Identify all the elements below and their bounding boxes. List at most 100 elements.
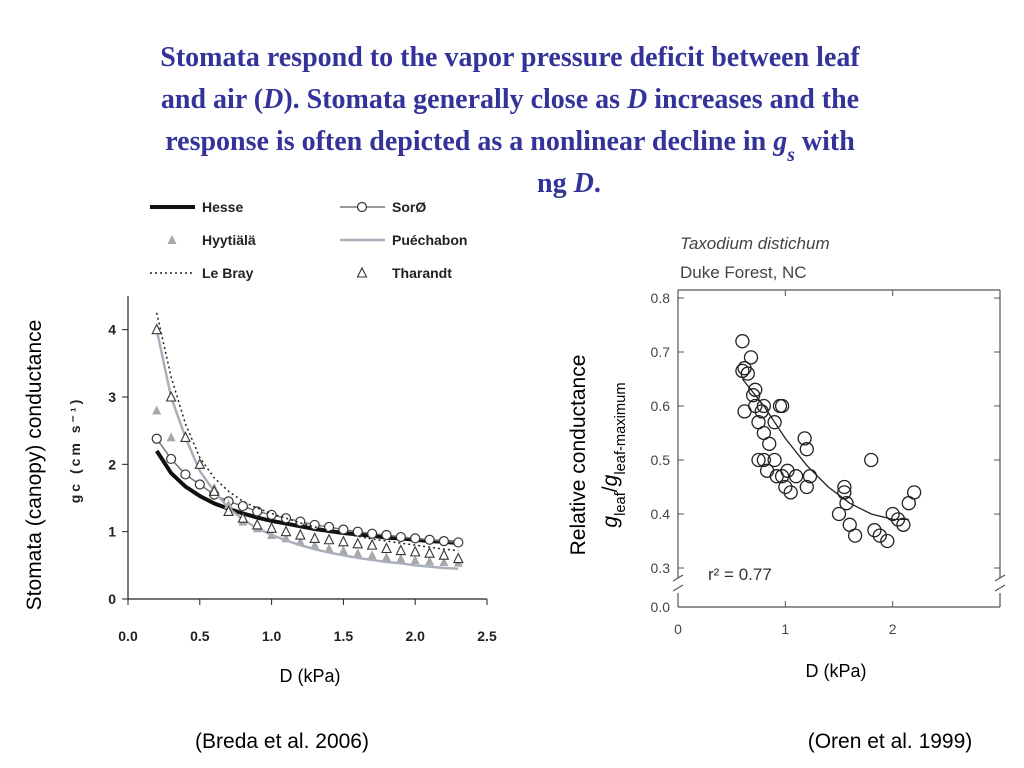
text-run: D: [573, 168, 594, 199]
y-tick-label: 4: [108, 322, 116, 338]
right-y-label: Relative conductance: [567, 355, 590, 556]
legend-marker: [356, 201, 368, 213]
point: [165, 390, 177, 402]
point: [756, 398, 772, 414]
text-run: response is often depicted as a nonlinea…: [165, 126, 773, 157]
point: [767, 452, 782, 468]
x-tick-label: 0.5: [190, 628, 210, 644]
point: [324, 543, 334, 553]
point: [352, 526, 363, 537]
point: [151, 433, 162, 444]
text-run: .: [594, 168, 601, 199]
text-run: leaf-maximum: [613, 382, 629, 474]
fit-line: [741, 378, 909, 521]
axis-break: [994, 584, 1006, 592]
point: [424, 534, 435, 545]
point: [208, 485, 220, 496]
point: [237, 511, 249, 523]
legend-label: Puéchabon: [392, 232, 467, 248]
point: [410, 554, 420, 564]
point: [367, 528, 378, 539]
point: [395, 544, 407, 556]
point: [438, 549, 450, 560]
text-run: ng: [537, 168, 574, 199]
point: [410, 533, 421, 544]
point: [743, 350, 759, 365]
text-run: s: [786, 145, 795, 166]
series-line: [155, 449, 459, 546]
text-run: with: [795, 126, 855, 157]
point: [180, 469, 191, 480]
point: [774, 398, 790, 414]
axis-break: [994, 574, 1006, 582]
legend-label: SorØ: [392, 199, 426, 215]
left-citation: (Breda et al. 2006): [195, 730, 369, 753]
x-tick-label: 1.0: [262, 628, 282, 644]
point: [762, 436, 777, 451]
title-line: Stomata respond to the vapor pressure de…: [160, 42, 860, 73]
legend-marker: [167, 235, 177, 244]
text-run: g: [599, 516, 622, 528]
point: [439, 556, 449, 566]
legend-label: Hesse: [202, 199, 243, 215]
point: [424, 546, 435, 558]
point: [381, 552, 391, 562]
x-tick-label: 2.5: [477, 628, 497, 644]
point: [280, 513, 292, 524]
y-tick-label: 0: [108, 591, 116, 607]
point: [751, 452, 766, 468]
chart-title: Taxodium distichum: [680, 234, 830, 253]
point: [266, 522, 277, 533]
point: [194, 458, 206, 469]
point: [366, 538, 378, 550]
point: [381, 542, 392, 554]
point: [780, 463, 795, 478]
point: [788, 469, 804, 484]
text-run: increases and the: [647, 84, 859, 115]
point: [778, 479, 793, 495]
point: [748, 382, 763, 397]
text-run: and air (: [161, 84, 263, 115]
point: [166, 432, 176, 442]
point: [381, 529, 392, 541]
point: [338, 535, 349, 547]
series-line: [155, 329, 459, 570]
x-tick-label: 1: [781, 621, 789, 637]
point: [310, 540, 320, 550]
x-tick-label: 1.5: [334, 628, 354, 644]
point: [396, 553, 406, 563]
point: [783, 485, 798, 500]
point: [452, 552, 464, 564]
point: [165, 453, 177, 465]
point: [309, 532, 321, 543]
left-y-label: Stomata (canopy) conductance: [23, 320, 46, 611]
point: [367, 550, 377, 560]
text-run: /: [599, 486, 622, 492]
point: [906, 485, 922, 500]
x-tick-label: 0.0: [118, 628, 138, 644]
y-tick-label: 2: [108, 456, 116, 472]
annotation: r² = 0.77: [708, 565, 772, 584]
right-x-label: D (kPa): [805, 661, 866, 681]
point: [323, 521, 335, 533]
y-tick-label: 0.6: [651, 398, 671, 414]
point: [756, 452, 772, 468]
point: [831, 506, 847, 522]
point: [151, 323, 163, 335]
point: [740, 366, 755, 381]
legend-label: Hyytiälä: [202, 232, 256, 248]
point: [252, 506, 263, 517]
x-tick-label: 2.0: [405, 628, 425, 644]
legend-marker: [356, 266, 368, 278]
point: [180, 431, 191, 442]
point: [880, 533, 895, 549]
series-line: [155, 312, 459, 552]
chart-subtitle: Duke Forest, NC: [680, 263, 807, 282]
point: [767, 415, 782, 430]
point: [735, 334, 750, 349]
right-citation: (Oren et al. 1999): [808, 730, 973, 753]
point: [309, 519, 320, 531]
point: [867, 523, 882, 538]
point: [409, 545, 421, 557]
